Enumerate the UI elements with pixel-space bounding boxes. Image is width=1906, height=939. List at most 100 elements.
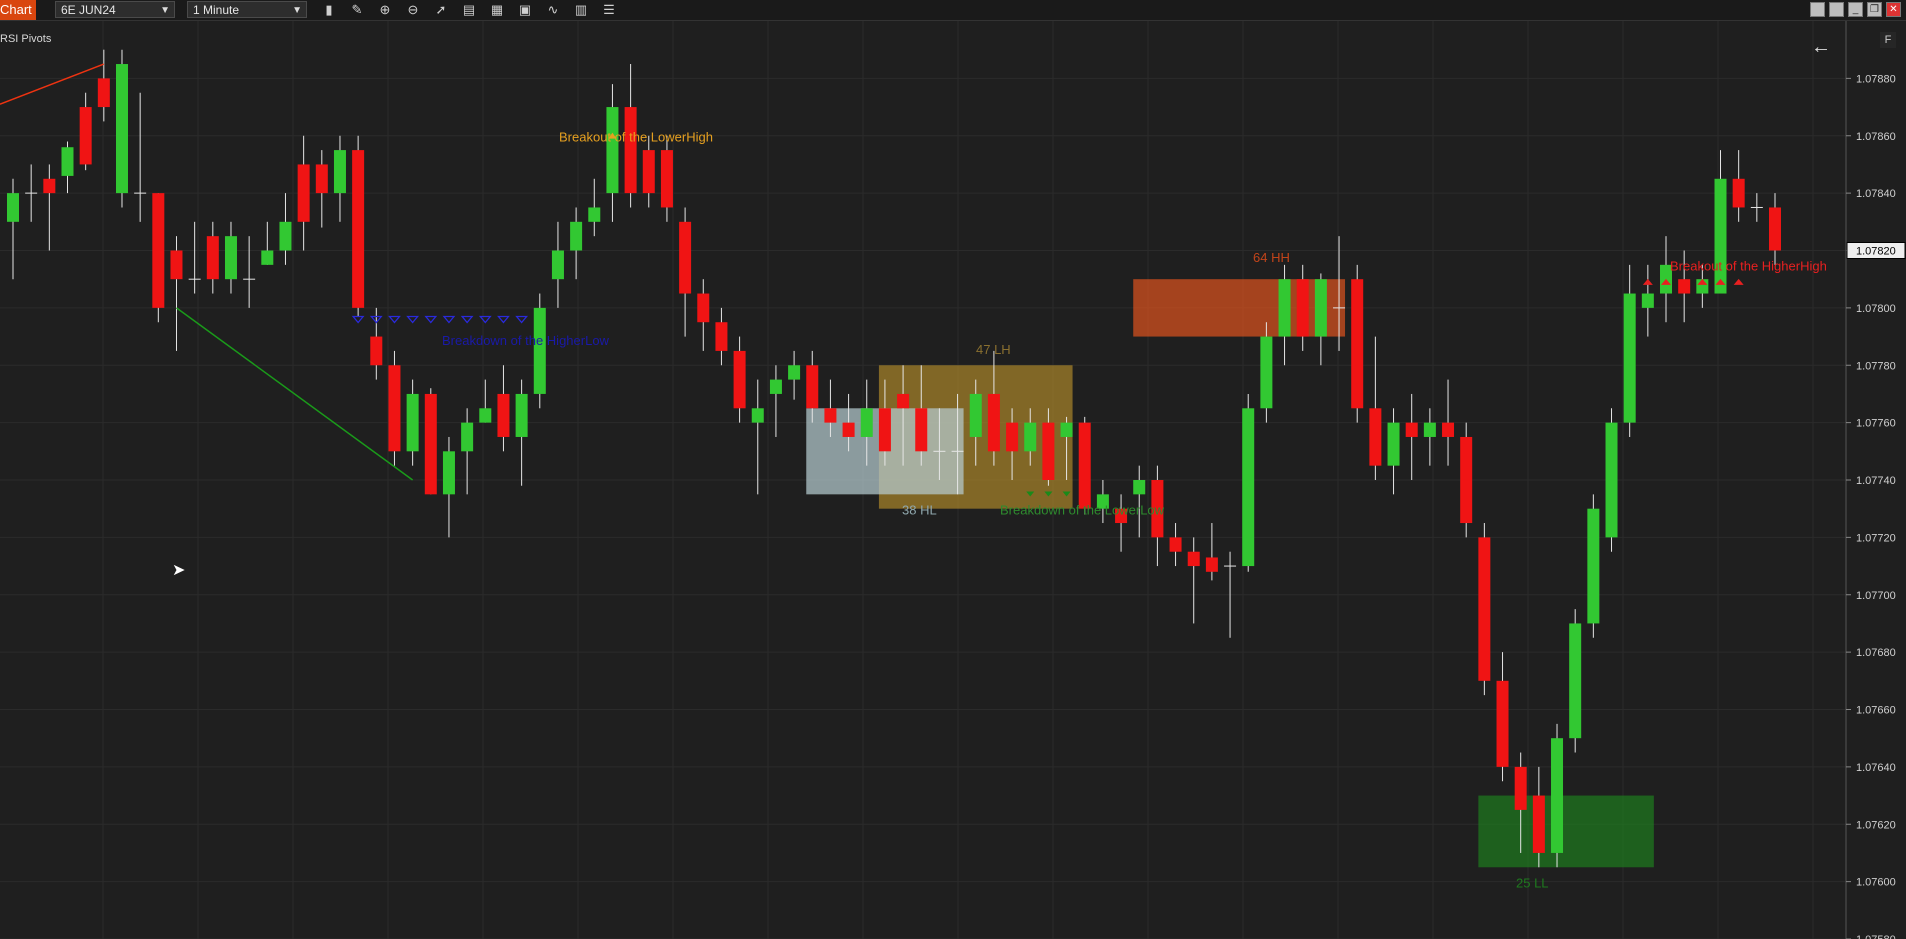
candle xyxy=(933,408,946,480)
indicator-label: RSI Pivots xyxy=(0,33,52,45)
candle xyxy=(1296,264,1309,351)
candle-body xyxy=(1714,178,1727,294)
data-box-icon[interactable]: ▥ xyxy=(574,2,588,17)
instrument-select[interactable]: 6E JUN24 ▼ xyxy=(55,1,175,18)
candle-body xyxy=(1242,408,1255,567)
y-tick-label: 1.07840 xyxy=(1856,188,1896,200)
candle xyxy=(297,135,310,251)
candle-body xyxy=(606,107,619,194)
candle xyxy=(842,393,855,452)
strategy-icon[interactable]: ▣ xyxy=(518,2,532,17)
breakdown-marker xyxy=(497,315,510,324)
y-tick-label: 1.07780 xyxy=(1856,360,1896,372)
y-tick-label: 1.07640 xyxy=(1856,762,1896,774)
candle-body xyxy=(733,350,746,409)
restore-icon[interactable]: ❐ xyxy=(1867,2,1882,17)
breakdown-marker xyxy=(1062,491,1071,497)
candle xyxy=(1351,264,1364,423)
y-tick-label: 1.07760 xyxy=(1856,418,1896,430)
back-arrow-icon[interactable]: ← xyxy=(1811,36,1831,58)
candle-body xyxy=(315,164,328,194)
candle xyxy=(915,365,928,466)
candle-body xyxy=(1151,480,1164,538)
properties-icon[interactable]: ▤ xyxy=(462,2,476,17)
window-tile-icon[interactable] xyxy=(1810,2,1825,17)
candle-body xyxy=(1351,279,1364,409)
candle xyxy=(624,64,637,208)
candle xyxy=(315,150,328,228)
candle-body xyxy=(43,178,56,194)
candle xyxy=(1242,393,1255,572)
y-tick-label: 1.07620 xyxy=(1856,819,1896,831)
zoom-out-icon[interactable]: ⊖ xyxy=(407,2,419,17)
y-tick-label: 1.07700 xyxy=(1856,590,1896,602)
candle-body xyxy=(824,408,837,423)
candle xyxy=(897,365,910,466)
candle xyxy=(1478,523,1491,696)
zoom-in-icon[interactable]: ⊕ xyxy=(379,2,391,17)
signal-annotation: Breakout of the HigherHigh xyxy=(1670,259,1827,274)
candle xyxy=(1042,408,1055,486)
close-icon[interactable]: ✕ xyxy=(1886,2,1901,17)
candle-body xyxy=(788,365,801,380)
candle-body xyxy=(1460,436,1473,524)
candle-body xyxy=(1405,422,1418,437)
candle-body xyxy=(1169,537,1182,552)
candle-body xyxy=(1006,422,1019,452)
y-tick-label: 1.07580 xyxy=(1856,934,1896,939)
instrument-select-value: 6E JUN24 xyxy=(61,3,116,17)
candle xyxy=(1641,264,1654,337)
window-tile-icon[interactable] xyxy=(1829,2,1844,17)
candle xyxy=(697,279,710,351)
candle-body xyxy=(969,393,982,437)
candle xyxy=(1115,494,1128,552)
candle-body xyxy=(533,307,546,394)
candle-body xyxy=(1369,408,1382,466)
interval-select[interactable]: 1 Minute ▼ xyxy=(187,1,307,18)
candle-body xyxy=(515,393,528,437)
candle xyxy=(642,135,655,208)
pencil-icon[interactable]: ✎ xyxy=(351,2,363,17)
f-button[interactable]: F xyxy=(1880,32,1896,48)
candle xyxy=(679,207,692,337)
candle xyxy=(479,379,492,423)
candle-body xyxy=(279,221,292,251)
list-icon[interactable]: ☰ xyxy=(603,2,615,17)
candle xyxy=(206,221,219,294)
candle-body xyxy=(352,150,365,308)
candle-body xyxy=(1078,422,1091,509)
candle xyxy=(1678,250,1691,323)
candle xyxy=(1569,609,1582,753)
price-chart[interactable]: 1.07880 1.07860 1.07840 1.07820 1.07800 1.077… xyxy=(0,21,1906,939)
minimize-icon[interactable]: _ xyxy=(1848,2,1863,17)
candle-body xyxy=(1260,336,1273,409)
bars-icon[interactable]: ▮ xyxy=(325,2,333,17)
candle xyxy=(1496,652,1509,782)
candle xyxy=(1714,150,1727,294)
candle-body xyxy=(1587,508,1600,624)
candle-body xyxy=(1115,508,1128,524)
signal-annotation: Breakdown of the LowerLow xyxy=(1000,502,1165,517)
candle xyxy=(1314,273,1327,366)
candle xyxy=(352,135,365,317)
candle xyxy=(1587,494,1600,638)
candle xyxy=(261,221,274,265)
candle xyxy=(969,379,982,466)
candle xyxy=(1133,465,1146,538)
candle xyxy=(1551,723,1564,868)
breakout-marker xyxy=(608,132,617,139)
template-icon[interactable]: ▦ xyxy=(490,2,504,17)
candle xyxy=(660,135,673,222)
candle xyxy=(1623,264,1636,437)
breakout-marker xyxy=(1733,278,1744,285)
chart-tab[interactable]: Chart xyxy=(0,0,36,20)
candle-body xyxy=(1187,551,1200,567)
indicator-icon[interactable]: ∿ xyxy=(547,2,559,17)
candle-body xyxy=(1133,480,1146,495)
pointer-icon[interactable]: ➚ xyxy=(435,2,447,17)
breakdown-marker xyxy=(460,315,474,324)
breakout-marker xyxy=(1697,278,1708,285)
candle-body xyxy=(1314,279,1327,337)
candle-body xyxy=(442,451,455,495)
y-tick-label: 1.07720 xyxy=(1856,532,1896,544)
